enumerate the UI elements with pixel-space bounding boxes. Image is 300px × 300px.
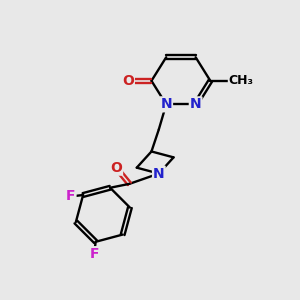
- Text: N: N: [153, 167, 165, 181]
- Text: N: N: [190, 98, 202, 111]
- Text: N: N: [160, 98, 172, 111]
- Text: CH₃: CH₃: [229, 74, 254, 87]
- Text: O: O: [122, 74, 134, 88]
- Text: F: F: [89, 247, 99, 261]
- Text: O: O: [110, 161, 122, 175]
- Text: F: F: [66, 190, 76, 203]
